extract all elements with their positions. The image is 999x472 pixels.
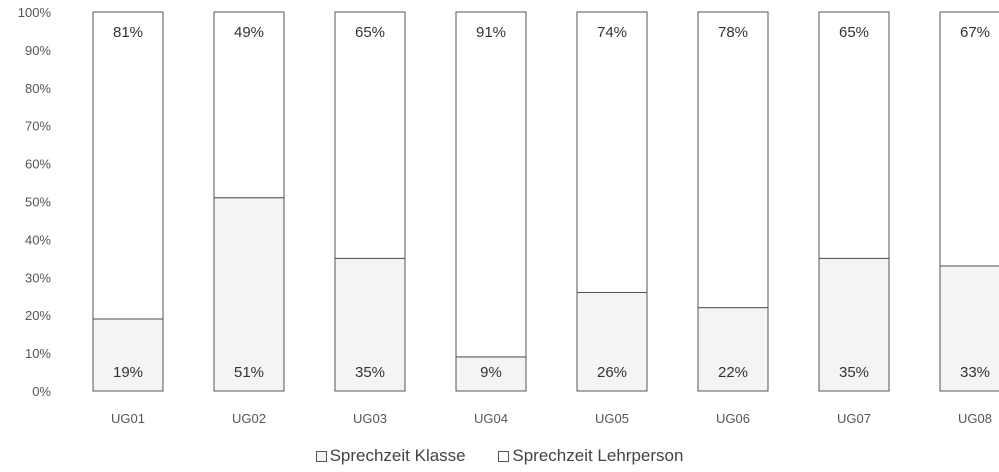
legend-swatch-lehrperson	[498, 450, 510, 462]
category-label: UG07	[837, 411, 871, 426]
bar-segment-lehrperson	[455, 11, 527, 358]
y-tick-label: 90%	[25, 43, 51, 58]
y-tick-label: 20%	[25, 308, 51, 323]
y-tick-label: 50%	[25, 195, 51, 210]
data-label-klasse: 51%	[234, 364, 264, 381]
legend-label-lehrperson: Sprechzeit Lehrperson	[512, 446, 684, 465]
bar-segment-klasse	[939, 265, 999, 392]
category-label: UG06	[716, 411, 750, 426]
category-label: UG02	[232, 411, 266, 426]
bar-segment-klasse	[455, 356, 527, 392]
bar-segment-lehrperson	[697, 11, 769, 309]
legend-item-klasse: Sprechzeit Klasse	[315, 446, 466, 466]
data-label-klasse: 19%	[113, 364, 143, 381]
bar-segment-klasse	[213, 197, 285, 392]
bar-segment-klasse	[576, 291, 648, 392]
bar-segment-lehrperson	[92, 11, 164, 320]
y-tick-label: 100%	[18, 5, 52, 20]
data-label-lehrperson: 67%	[960, 24, 990, 41]
data-label-klasse: 22%	[718, 364, 748, 381]
bar-segment-lehrperson	[213, 11, 285, 199]
category-label: UG01	[111, 411, 145, 426]
data-label-klasse: 35%	[355, 364, 385, 381]
bar-segment-klasse	[92, 318, 164, 392]
bar-segment-klasse	[697, 307, 769, 392]
y-tick-label: 10%	[25, 346, 51, 361]
y-tick-label: 40%	[25, 232, 51, 247]
y-tick-label: 80%	[25, 81, 51, 96]
data-label-klasse: 26%	[597, 364, 627, 381]
category-label: UG04	[474, 411, 508, 426]
data-label-klasse: 35%	[839, 364, 869, 381]
y-tick-label: 0%	[32, 384, 51, 399]
bar-segment-lehrperson	[818, 11, 890, 259]
y-tick-label: 60%	[25, 157, 51, 172]
data-label-klasse: 33%	[960, 364, 990, 381]
data-label-lehrperson: 78%	[718, 24, 748, 41]
bar-segment-lehrperson	[939, 11, 999, 267]
data-label-klasse: 9%	[480, 364, 502, 381]
data-label-lehrperson: 91%	[476, 24, 506, 41]
bar-segment-klasse	[818, 257, 890, 392]
y-tick-label: 70%	[25, 119, 51, 134]
data-label-lehrperson: 49%	[234, 24, 264, 41]
data-label-lehrperson: 65%	[355, 24, 385, 41]
category-label: UG08	[958, 411, 992, 426]
bar-segment-lehrperson	[576, 11, 648, 293]
stacked-bar-chart: 0% 10% 20% 30% 40% 50% 60% 70% 80% 90% 100% 19% 81% U…	[18, 5, 999, 426]
category-label: UG05	[595, 411, 629, 426]
bar-segment-lehrperson	[334, 11, 406, 259]
legend-swatch-klasse	[315, 450, 327, 462]
legend-label-klasse: Sprechzeit Klasse	[329, 446, 466, 465]
data-label-lehrperson: 74%	[597, 24, 627, 41]
legend-item-lehrperson: Sprechzeit Lehrperson	[498, 446, 683, 466]
y-tick-label: 30%	[25, 270, 51, 285]
category-label: UG03	[353, 411, 387, 426]
data-label-lehrperson: 81%	[113, 24, 143, 41]
data-label-lehrperson: 65%	[839, 24, 869, 41]
legend: Sprechzeit Klasse Sprechzeit Lehrperson	[0, 446, 999, 467]
